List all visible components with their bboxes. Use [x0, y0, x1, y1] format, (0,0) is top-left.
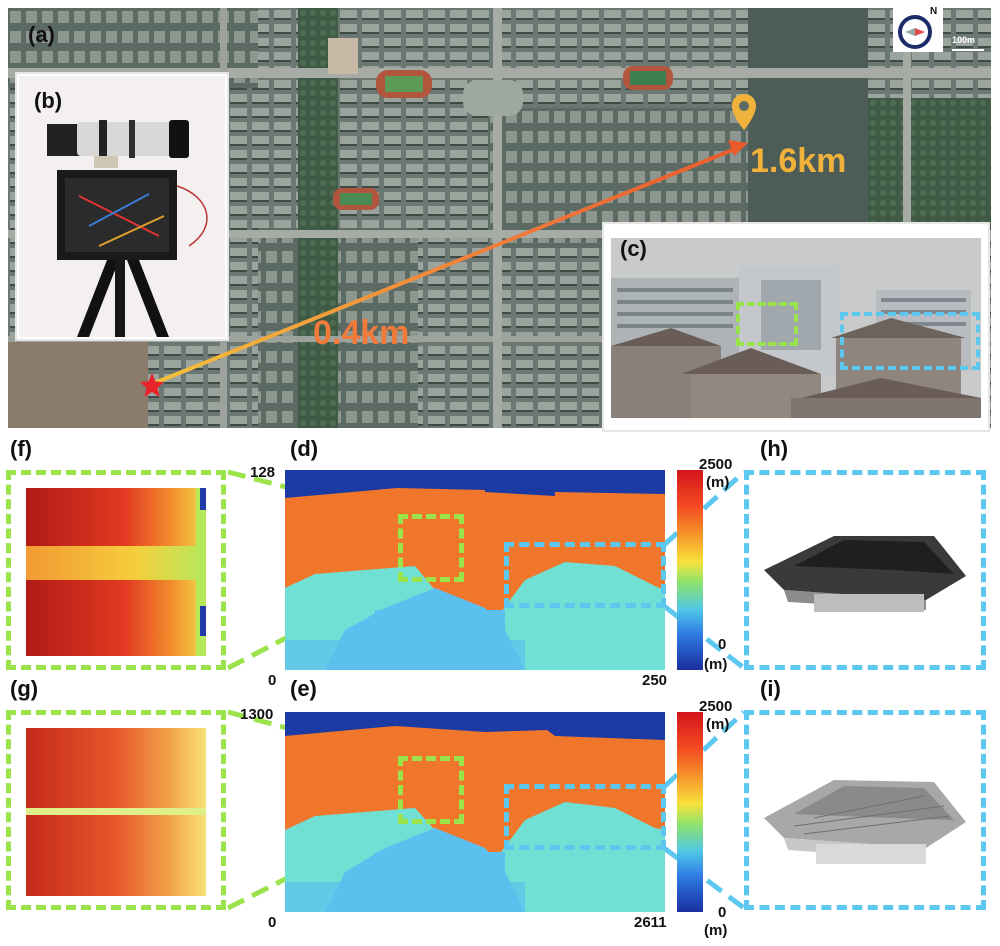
colorbar-e-max: 2500 — [699, 698, 733, 715]
panel-label-i: (i) — [760, 676, 781, 701]
scale-bar-label: 100m — [952, 35, 976, 45]
depth-e-roi-blue — [504, 784, 666, 850]
panel-label-e: (e) — [290, 676, 317, 701]
colorbar-d — [677, 470, 703, 670]
scene-roi-blue-box — [840, 312, 980, 370]
depth-map-e — [285, 712, 665, 912]
panel-label-d: (d) — [290, 436, 319, 461]
panel-label-h: (h) — [760, 436, 789, 461]
depth-d-ybottom: 0 — [268, 672, 277, 689]
panel-label-g: (g) — [10, 676, 39, 701]
colorbar-e-min: 0 — [718, 904, 727, 921]
depth-e-roi-green — [398, 756, 464, 824]
zoom-i-frame — [744, 710, 986, 910]
depth-map-d — [285, 470, 665, 670]
depth-d-ytop: 128 — [250, 464, 276, 481]
camera-location-star-icon — [140, 373, 164, 397]
colorbar-e-min-unit: (m) — [704, 922, 728, 939]
compass-north-letter: N — [930, 6, 938, 17]
depth-e-xright: 2611 — [634, 914, 667, 931]
zoom-g-depth-image — [26, 728, 206, 896]
target-location-pin-icon — [732, 94, 756, 130]
panel-label-f: (f) — [10, 436, 32, 461]
zoom-g-frame — [6, 710, 226, 910]
panel-label-c: (c) — [620, 236, 647, 261]
compass-box: N — [893, 6, 943, 52]
depth-d-roi-green — [398, 514, 464, 582]
zoom-f-frame — [6, 470, 226, 670]
depth-e-ytop: 1300 — [240, 706, 274, 723]
colorbar-d-max: 2500 — [699, 456, 733, 473]
depth-d-xright: 250 — [642, 672, 668, 689]
scene-photo-panel — [602, 222, 990, 432]
scene-roi-green-box — [736, 302, 798, 346]
panel-label-b: (b) — [34, 88, 63, 113]
distance-arrow — [151, 140, 748, 386]
colorbar-e — [677, 712, 703, 912]
compass-icon — [898, 15, 932, 49]
colorbar-d-min: 0 — [718, 636, 727, 653]
satellite-map-panel — [8, 8, 991, 428]
colorbar-e-max-unit: (m) — [706, 716, 730, 733]
colorbar-d-max-unit: (m) — [706, 474, 730, 491]
roof-3d-render-h — [764, 536, 966, 612]
zoom-f-depth-image — [26, 488, 206, 656]
depth-e-ybottom: 0 — [268, 914, 277, 931]
colorbar-d-min-unit: (m) — [704, 656, 728, 673]
zoom-h-frame — [744, 470, 986, 670]
camera-photo-panel — [15, 72, 229, 341]
roof-3d-render-i — [764, 780, 966, 864]
lidar-camera-photo — [19, 76, 225, 337]
depth-d-roi-blue — [504, 542, 666, 608]
panel-label-a: (a) — [28, 22, 55, 47]
distance-near-label: 0.4km — [313, 314, 410, 352]
scale-bar: 100m — [952, 30, 986, 51]
distance-far-label: 1.6km — [750, 142, 847, 180]
